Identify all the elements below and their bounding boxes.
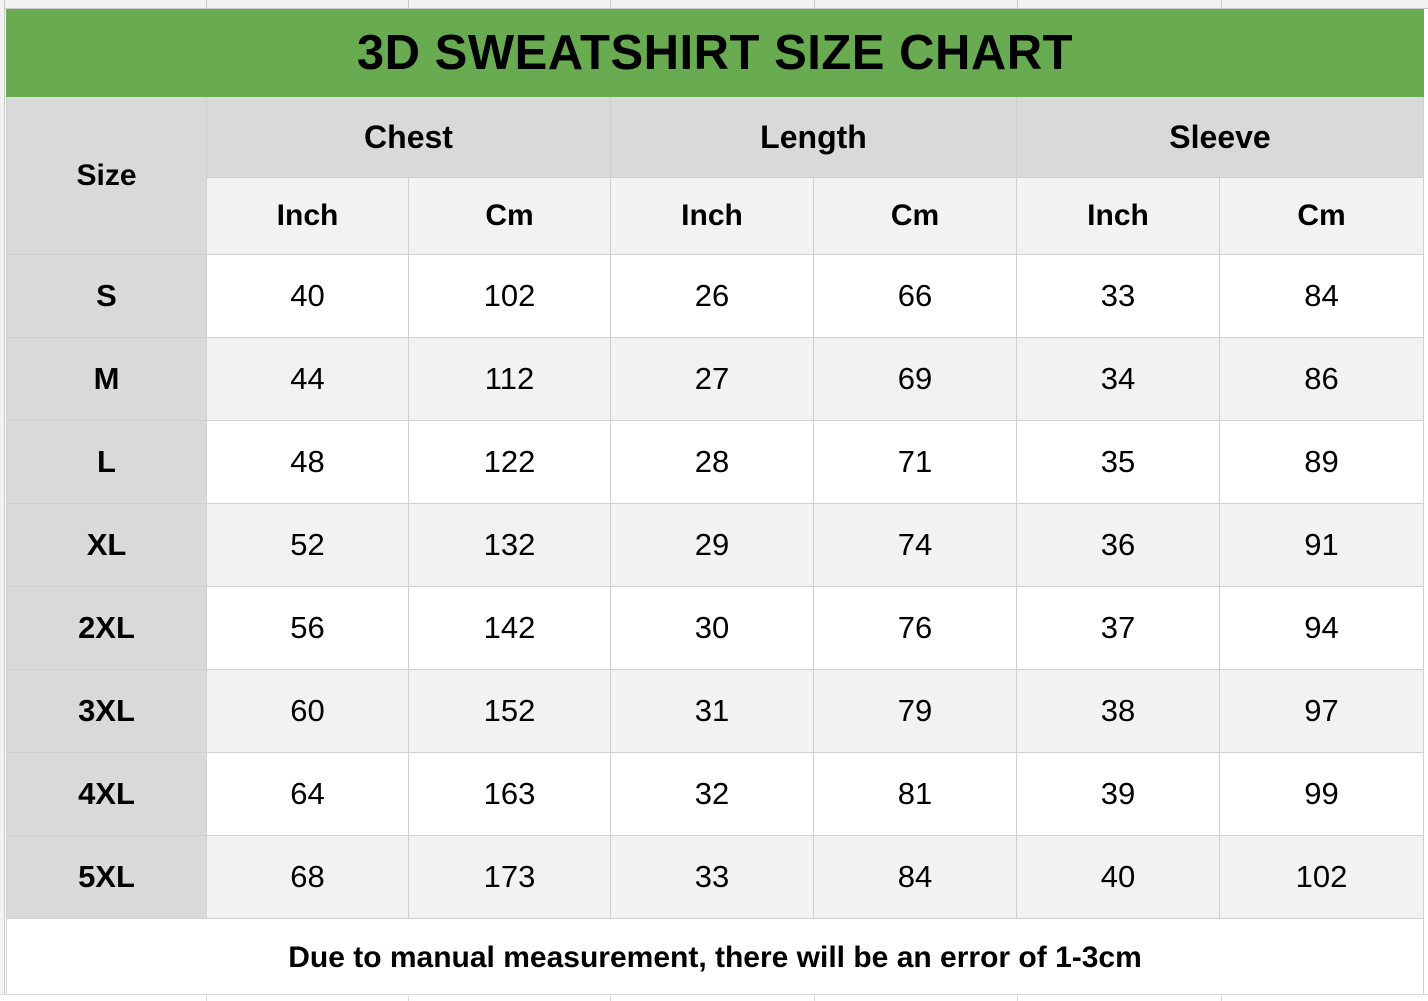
sleeve-cm-value: 97 xyxy=(1219,669,1424,753)
header-unit-sleeve-cm: Cm xyxy=(1219,177,1424,255)
sleeve-cm-value: 89 xyxy=(1219,420,1424,504)
length-inch-value: 27 xyxy=(610,337,814,421)
length-inch-value: 33 xyxy=(610,835,814,919)
sleeve-inch-value: 37 xyxy=(1016,586,1220,670)
header-unit-length-cm: Cm xyxy=(813,177,1017,255)
length-inch-value: 30 xyxy=(610,586,814,670)
chest-inch-value: 40 xyxy=(206,254,409,338)
chest-inch-value: 48 xyxy=(206,420,409,504)
chest-inch-value: 60 xyxy=(206,669,409,753)
chest-cm-value: 122 xyxy=(408,420,611,504)
table-row: 2XL 56 142 30 76 37 94 xyxy=(6,586,1424,670)
note-row: Due to manual measurement, there will be… xyxy=(6,918,1424,998)
size-label: 5XL xyxy=(6,835,207,919)
length-cm-value: 69 xyxy=(813,337,1017,421)
chest-inch-value: 64 xyxy=(206,752,409,836)
table-row: 4XL 64 163 32 81 39 99 xyxy=(6,752,1424,836)
sleeve-cm-value: 84 xyxy=(1219,254,1424,338)
size-label: L xyxy=(6,420,207,504)
sleeve-inch-value: 39 xyxy=(1016,752,1220,836)
length-cm-value: 76 xyxy=(813,586,1017,670)
chest-cm-value: 173 xyxy=(408,835,611,919)
length-cm-value: 66 xyxy=(813,254,1017,338)
table-row: 3XL 60 152 31 79 38 97 xyxy=(6,669,1424,753)
size-label: S xyxy=(6,254,207,338)
chest-cm-value: 102 xyxy=(408,254,611,338)
size-label: XL xyxy=(6,503,207,587)
chest-cm-value: 112 xyxy=(408,337,611,421)
size-label: 3XL xyxy=(6,669,207,753)
length-cm-value: 79 xyxy=(813,669,1017,753)
header-unit-chest-inch: Inch xyxy=(206,177,409,255)
header-unit-length-inch: Inch xyxy=(610,177,814,255)
table-row: L 48 122 28 71 35 89 xyxy=(6,420,1424,504)
length-cm-value: 81 xyxy=(813,752,1017,836)
sleeve-cm-value: 91 xyxy=(1219,503,1424,587)
table-row: 5XL 68 173 33 84 40 102 xyxy=(6,835,1424,919)
header-unit-sleeve-inch: Inch xyxy=(1016,177,1220,255)
table-row: M 44 112 27 69 34 86 xyxy=(6,337,1424,421)
sleeve-cm-value: 94 xyxy=(1219,586,1424,670)
length-inch-value: 32 xyxy=(610,752,814,836)
header-unit-chest-cm: Cm xyxy=(408,177,611,255)
length-inch-value: 26 xyxy=(610,254,814,338)
header-group-row: Size Chest Length Sleeve xyxy=(6,96,1424,255)
length-cm-value: 71 xyxy=(813,420,1017,504)
sleeve-inch-value: 33 xyxy=(1016,254,1220,338)
length-inch-value: 31 xyxy=(610,669,814,753)
chest-inch-value: 68 xyxy=(206,835,409,919)
header-group-chest: Chest xyxy=(206,96,611,178)
title-row: 3D SWEATSHIRT SIZE CHART xyxy=(6,9,1424,97)
size-label: M xyxy=(6,337,207,421)
size-label: 4XL xyxy=(6,752,207,836)
chart-title: 3D SWEATSHIRT SIZE CHART xyxy=(6,9,1424,97)
sheet-bottom-edge xyxy=(0,994,1428,1001)
sleeve-inch-value: 38 xyxy=(1016,669,1220,753)
chest-inch-value: 56 xyxy=(206,586,409,670)
size-chart-card: 3D SWEATSHIRT SIZE CHART Size Chest Leng… xyxy=(6,9,1424,998)
sleeve-cm-value: 99 xyxy=(1219,752,1424,836)
chest-cm-value: 152 xyxy=(408,669,611,753)
table-row: S 40 102 26 66 33 84 xyxy=(6,254,1424,338)
sheet-left-edge xyxy=(0,0,5,1000)
length-inch-value: 29 xyxy=(610,503,814,587)
sleeve-cm-value: 102 xyxy=(1219,835,1424,919)
sleeve-inch-value: 35 xyxy=(1016,420,1220,504)
chest-cm-value: 142 xyxy=(408,586,611,670)
chest-inch-value: 44 xyxy=(206,337,409,421)
sleeve-cm-value: 86 xyxy=(1219,337,1424,421)
header-unit-row: Inch Cm Inch Cm Inch Cm xyxy=(7,177,1424,255)
size-chart-table: 3D SWEATSHIRT SIZE CHART Size Chest Leng… xyxy=(6,9,1424,998)
length-cm-value: 84 xyxy=(813,835,1017,919)
sheet-top-edge xyxy=(0,0,1428,9)
chest-cm-value: 163 xyxy=(408,752,611,836)
header-group-length: Length xyxy=(610,96,1017,178)
sleeve-inch-value: 36 xyxy=(1016,503,1220,587)
size-label: 2XL xyxy=(6,586,207,670)
measurement-disclaimer: Due to manual measurement, there will be… xyxy=(6,918,1424,998)
chest-cm-value: 132 xyxy=(408,503,611,587)
chest-inch-value: 52 xyxy=(206,503,409,587)
sleeve-inch-value: 40 xyxy=(1016,835,1220,919)
header-size-label: Size xyxy=(6,96,207,255)
length-inch-value: 28 xyxy=(610,420,814,504)
header-group-sleeve: Sleeve xyxy=(1016,96,1424,178)
length-cm-value: 74 xyxy=(813,503,1017,587)
table-row: XL 52 132 29 74 36 91 xyxy=(6,503,1424,587)
sleeve-inch-value: 34 xyxy=(1016,337,1220,421)
